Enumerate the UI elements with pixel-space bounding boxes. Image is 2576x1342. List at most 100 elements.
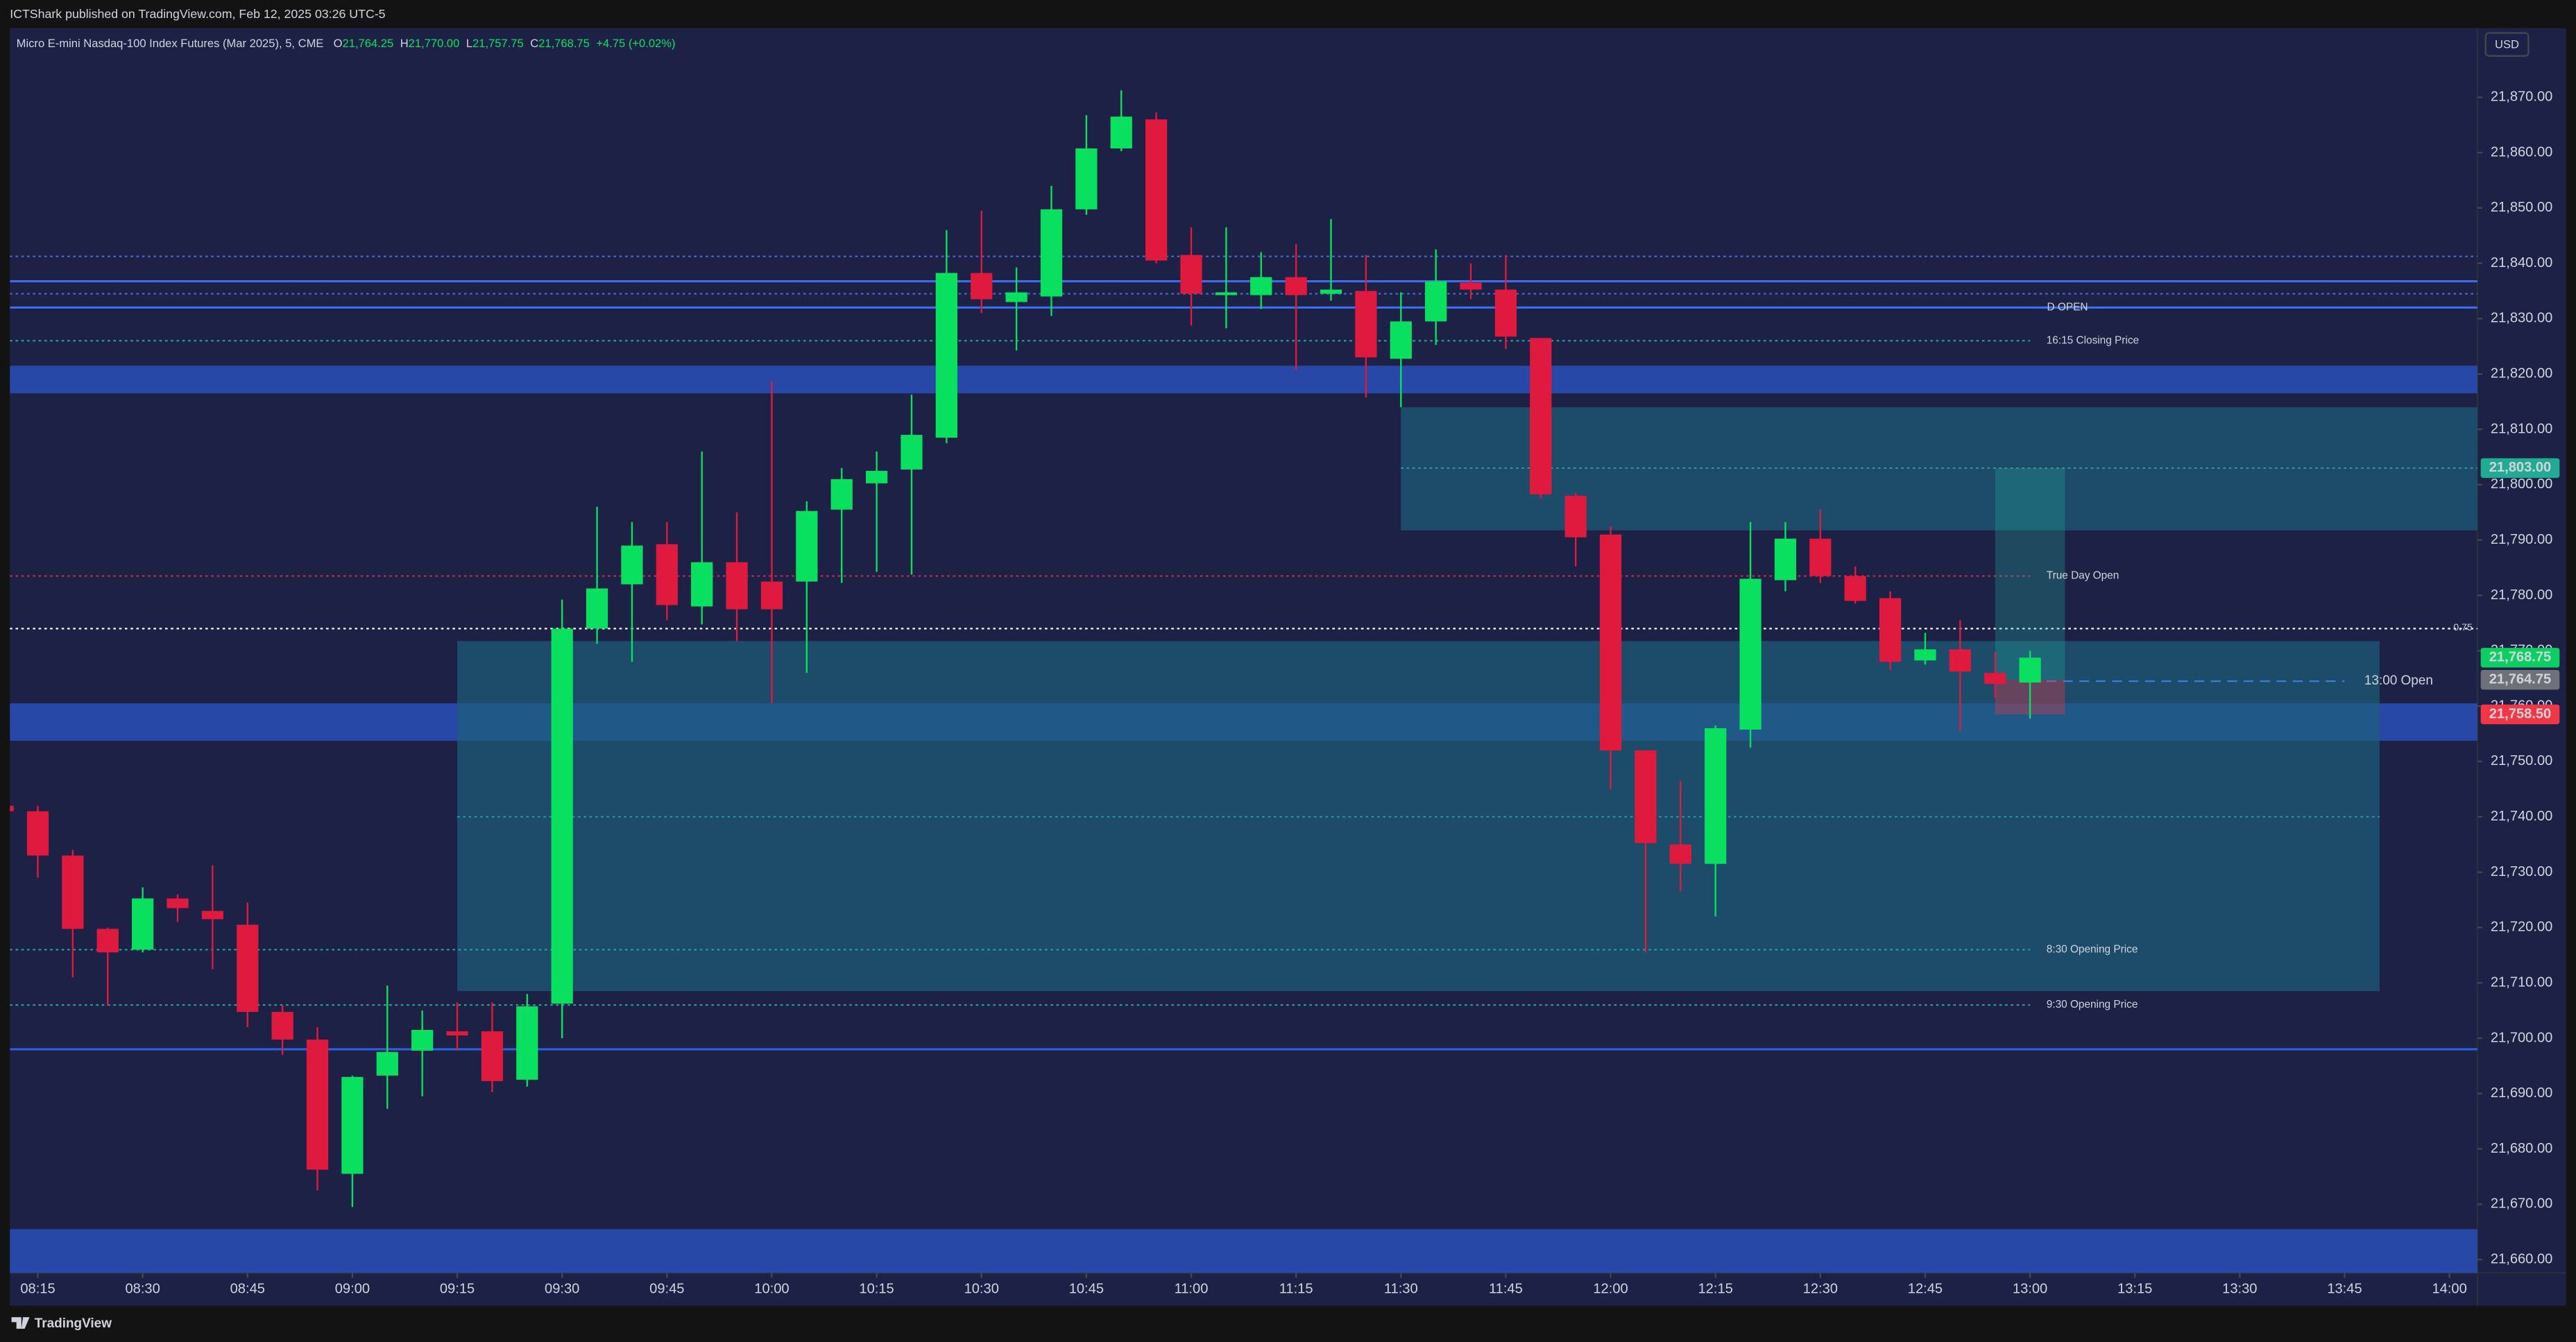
x-tick-label: 12:15 [1698,1281,1733,1296]
zone [10,1229,2477,1273]
x-tick-label: 11:45 [1489,1281,1523,1296]
legend-change: +4.75 (+0.02%) [596,37,675,50]
candle-body [132,898,154,950]
header: ICTShark published on TradingView.com, F… [10,7,385,21]
x-tick-label: 09:30 [545,1281,579,1296]
candle-body [1460,282,1482,290]
y-tick-label: 21,740.00 [2491,809,2552,824]
y-tick-label: 21,840.00 [2491,255,2552,270]
y-tick-label: 21,720.00 [2491,920,2552,935]
price-label: 21,768.75 [2489,650,2551,665]
y-tick-label: 21,860.00 [2491,144,2552,160]
candle-body [1005,292,1027,302]
y-tick-label: 21,700.00 [2491,1030,2552,1045]
price-label-box [2480,704,2560,725]
plot [10,90,2477,1273]
candle-body [1075,148,1098,209]
candle-body [446,1031,468,1035]
level-label: 8:30 Opening Price [2047,943,2138,955]
y-tick-label: 21,670.00 [2491,1196,2552,1212]
candle-body [1949,649,1971,672]
y-tick-label: 21,710.00 [2491,974,2552,990]
candle-body [167,898,189,909]
price-label: 21,803.00 [2489,460,2551,475]
candle-body [1215,292,1237,295]
y-tick-label: 21,830.00 [2491,311,2552,326]
x-tick-label: 09:45 [649,1281,684,1296]
y-tick-label: 21,820.00 [2491,366,2552,381]
zone [1401,407,2477,531]
candle-body [1285,277,1307,295]
legend-value: 21,768.75 [538,37,590,50]
candle-body [1110,117,1132,149]
legend-key: C [530,37,538,50]
x-tick-label: 13:30 [2222,1281,2257,1296]
candle-body [1914,649,1936,661]
x-tick-label: 09:15 [440,1281,475,1296]
candle-body [621,545,643,585]
level-label: True Day Open [2047,570,2119,582]
x-tick-label: 12:30 [1803,1281,1838,1296]
candle-body [1250,277,1272,295]
candle-body [901,435,923,470]
y-tick-label: 21,810.00 [2491,421,2552,436]
candle-body [411,1029,434,1051]
level-label: 13:00 Open [2364,673,2433,688]
candle-body [586,588,608,629]
candle-body [201,911,224,920]
x-tick-label: 09:00 [335,1281,370,1296]
candle-body [1669,844,1691,864]
candle-body [62,855,84,929]
candle-body [796,510,818,582]
candle-body [1494,289,1517,337]
legend-value: 21,757.75 [472,37,524,50]
candle-body [691,562,713,607]
candle-body [1530,338,1552,494]
candle-body [656,544,678,605]
y-tick-label: 21,870.00 [2491,89,2552,105]
candle-body [10,805,14,811]
x-tick-label: 08:45 [230,1281,265,1296]
candle-body [306,1039,329,1170]
x-tick-label: 10:45 [1069,1281,1104,1296]
x-tick-label: 13:00 [2013,1281,2047,1296]
currency: USD [2495,38,2519,51]
x-tick-label: 13:45 [2327,1281,2362,1296]
x-tick-label: 14:00 [2432,1281,2466,1296]
legend-key: H [400,37,409,50]
y-tick-label: 21,750.00 [2491,753,2552,768]
candle-body [341,1076,364,1174]
candle-body [1635,750,1657,843]
candle-body [1564,495,1587,537]
y-tick-label: 21,850.00 [2491,200,2552,215]
candle-body [1774,538,1797,580]
legend-value: 21,770.00 [409,37,460,50]
candle-body [26,811,49,856]
x-tick-label: 11:30 [1384,1281,1418,1296]
price-label-box [2480,648,2560,668]
candle-body [376,1051,398,1076]
x-tick-label: 08:30 [125,1281,160,1296]
candle-body [1425,281,1447,322]
candle-body [516,1006,538,1080]
legend-key: O [334,37,343,50]
level-label: 16:15 Closing Price [2047,334,2139,346]
candle-body [830,479,853,510]
zone [10,365,2477,394]
y-tick-label: 21,800.00 [2491,476,2552,492]
candle-body [1145,119,1168,261]
y-tick-label: 21,730.00 [2491,864,2552,879]
x-tick-label: 08:15 [20,1281,55,1296]
x-tick-label: 11:00 [1175,1281,1209,1296]
zone [457,641,2380,992]
logo [11,1317,30,1329]
candle-body [271,1012,293,1040]
price-label: 21,758.50 [2489,706,2551,721]
footer: TradingView [35,1316,112,1331]
candle-body [481,1031,504,1081]
legend: Micro E-mini Nasdaq-100 Index Futures (M… [17,37,676,50]
level-label: 9:30 Opening Price [2047,999,2138,1010]
candle-body [1040,209,1063,297]
price-label-box [2480,458,2560,479]
